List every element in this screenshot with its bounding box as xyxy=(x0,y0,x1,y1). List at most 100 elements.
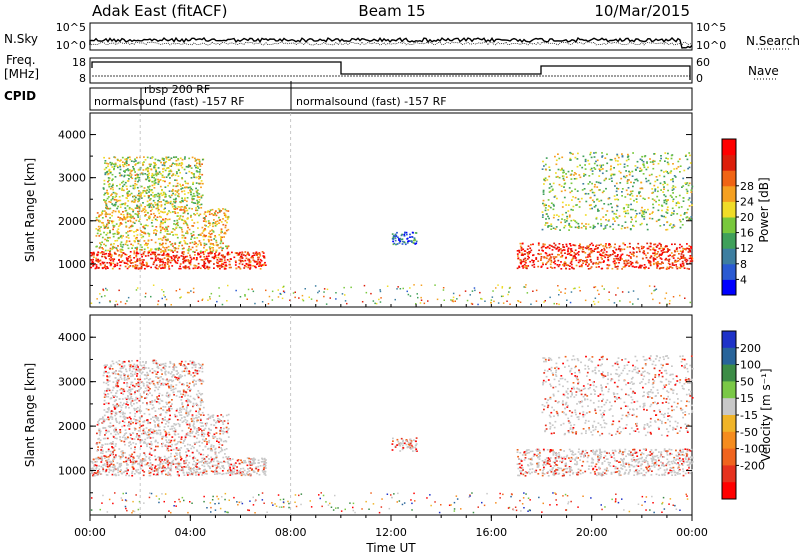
velocity-cell xyxy=(149,467,151,469)
power-cell xyxy=(113,165,116,168)
power-cell xyxy=(570,152,573,155)
power-cell xyxy=(209,249,212,252)
power-cell xyxy=(681,251,684,253)
power-cell xyxy=(606,264,609,266)
power-cell xyxy=(616,217,619,219)
power-cell xyxy=(627,158,630,161)
velocity-cell xyxy=(188,422,191,425)
power-cell xyxy=(653,252,656,255)
velocity-cell xyxy=(222,432,225,435)
power-cell xyxy=(122,235,124,237)
power-cell xyxy=(113,265,116,268)
power-cell xyxy=(144,214,147,216)
velocity-cell xyxy=(193,442,196,444)
power-cell xyxy=(634,216,637,219)
power-cell xyxy=(607,259,610,262)
power-cell xyxy=(197,266,200,268)
power-cell xyxy=(188,260,191,262)
velocity-cell xyxy=(155,474,157,476)
power-cell xyxy=(136,207,139,209)
power-cell xyxy=(574,196,577,199)
power-cell xyxy=(190,248,192,251)
power-cell xyxy=(98,260,100,262)
power-cell xyxy=(127,230,129,233)
power-cell xyxy=(127,247,130,250)
power-scatter-cell xyxy=(394,298,396,301)
power-cell xyxy=(198,201,200,203)
power-cell xyxy=(557,250,560,252)
velocity-cell xyxy=(246,457,249,459)
power-cell xyxy=(117,228,120,230)
power-cell xyxy=(598,251,600,253)
power-scatter-cell xyxy=(379,289,381,291)
power-cell xyxy=(131,177,134,180)
nsky-label: N.Sky xyxy=(4,32,38,46)
velocity-cell xyxy=(204,427,207,430)
power-cell xyxy=(581,189,584,191)
power-cell xyxy=(671,196,673,198)
power-scatter-cell xyxy=(282,290,285,292)
power-cell xyxy=(205,249,208,251)
power-cell xyxy=(207,268,210,270)
power-cell xyxy=(153,229,155,232)
velocity-cell xyxy=(195,465,197,468)
power-cell xyxy=(135,254,138,257)
power-cell xyxy=(191,241,194,244)
power-scatter-cell xyxy=(100,295,103,298)
velocity-cell xyxy=(176,474,179,476)
power-cell xyxy=(212,225,214,228)
velocity-cell xyxy=(138,455,141,458)
power-cell xyxy=(628,254,630,257)
power-cell xyxy=(201,173,204,176)
power-cell xyxy=(109,207,112,210)
power-cell xyxy=(600,225,603,227)
power-cell xyxy=(625,212,627,215)
power-colorbar-label: Power [dB] xyxy=(757,177,771,242)
power-cell xyxy=(175,185,178,188)
power-cell xyxy=(592,262,595,264)
power-cell xyxy=(626,226,629,229)
power-cell xyxy=(593,194,596,197)
power-cell xyxy=(176,221,179,224)
velocity-cell xyxy=(201,464,204,467)
power-cell xyxy=(617,156,620,159)
power-cell xyxy=(153,177,155,179)
power-cell xyxy=(212,249,215,251)
power-cell xyxy=(568,229,570,231)
velocity-cell xyxy=(154,469,157,472)
power-scatter-cell xyxy=(379,301,382,303)
velocity-cell xyxy=(219,432,222,435)
power-cell xyxy=(190,238,192,240)
power-cell xyxy=(147,254,150,257)
velocity-cell xyxy=(92,468,95,471)
power-cell xyxy=(116,250,119,252)
velocity-cell xyxy=(198,451,201,454)
power-cell xyxy=(680,255,682,258)
velocity-cell xyxy=(221,444,224,446)
velocity-cell xyxy=(149,433,152,435)
power-cell xyxy=(664,258,667,261)
velocity-cell xyxy=(239,468,242,470)
power-cell xyxy=(101,253,104,255)
power-cell xyxy=(601,191,604,194)
velocity-cell xyxy=(164,423,167,425)
power-cell xyxy=(545,247,547,249)
power-cell xyxy=(220,228,223,230)
power-cell xyxy=(615,216,618,218)
power-cell xyxy=(626,165,629,167)
power-cell xyxy=(524,253,526,255)
power-cell xyxy=(533,263,536,266)
power-cell xyxy=(602,216,605,218)
power-cell xyxy=(179,157,182,159)
power-cell xyxy=(111,203,114,205)
power-cell xyxy=(567,264,570,267)
velocity-cell xyxy=(251,458,253,460)
power-cell xyxy=(663,188,665,190)
power-cell xyxy=(689,162,692,164)
power-cell xyxy=(674,261,676,263)
power-cell xyxy=(544,224,547,226)
power-cell xyxy=(592,227,595,230)
power-cell xyxy=(95,267,98,269)
velocity-cell xyxy=(184,461,186,464)
velocity-cell xyxy=(98,465,100,467)
